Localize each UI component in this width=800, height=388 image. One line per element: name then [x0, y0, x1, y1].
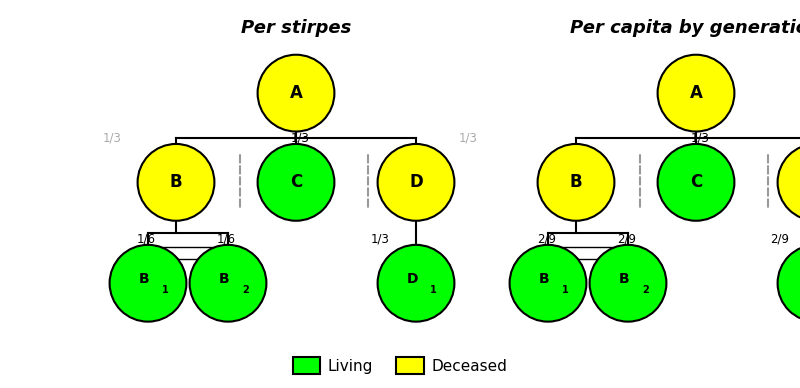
- Text: 1: 1: [162, 285, 169, 295]
- Text: 1/6: 1/6: [137, 232, 156, 245]
- Ellipse shape: [190, 245, 266, 322]
- Text: Per capita by generation: Per capita by generation: [570, 19, 800, 37]
- Text: B: B: [538, 272, 550, 286]
- Ellipse shape: [778, 245, 800, 322]
- Ellipse shape: [258, 144, 334, 221]
- Ellipse shape: [378, 245, 454, 322]
- Text: 1/3: 1/3: [370, 232, 390, 245]
- Ellipse shape: [378, 144, 454, 221]
- Text: 1/3: 1/3: [690, 131, 710, 144]
- Text: 1/3: 1/3: [290, 131, 310, 144]
- Text: 1: 1: [430, 285, 437, 295]
- Legend: Living, Deceased: Living, Deceased: [286, 350, 514, 380]
- Ellipse shape: [658, 55, 734, 132]
- Text: 2: 2: [242, 285, 249, 295]
- Text: 2/9: 2/9: [770, 232, 790, 245]
- Text: 2/9: 2/9: [617, 232, 636, 245]
- Ellipse shape: [778, 144, 800, 221]
- Ellipse shape: [258, 55, 334, 132]
- Ellipse shape: [138, 144, 214, 221]
- Text: 1/6: 1/6: [217, 232, 236, 245]
- Ellipse shape: [538, 144, 614, 221]
- Text: B: B: [570, 173, 582, 191]
- Ellipse shape: [590, 245, 666, 322]
- Text: 2: 2: [642, 285, 649, 295]
- Text: B: B: [618, 272, 630, 286]
- Text: 2/9: 2/9: [537, 232, 556, 245]
- Text: D: D: [406, 272, 418, 286]
- Text: B: B: [138, 272, 150, 286]
- Text: C: C: [290, 173, 302, 191]
- Ellipse shape: [110, 245, 186, 322]
- Text: Per stirpes: Per stirpes: [241, 19, 351, 37]
- Text: B: B: [170, 173, 182, 191]
- Text: 1/3: 1/3: [458, 131, 478, 144]
- Text: 1: 1: [562, 285, 569, 295]
- Text: D: D: [409, 173, 423, 191]
- Text: A: A: [290, 84, 302, 102]
- Ellipse shape: [658, 144, 734, 221]
- Text: A: A: [690, 84, 702, 102]
- Ellipse shape: [510, 245, 586, 322]
- Text: 1/3: 1/3: [102, 131, 122, 144]
- Text: B: B: [218, 272, 230, 286]
- Text: C: C: [690, 173, 702, 191]
